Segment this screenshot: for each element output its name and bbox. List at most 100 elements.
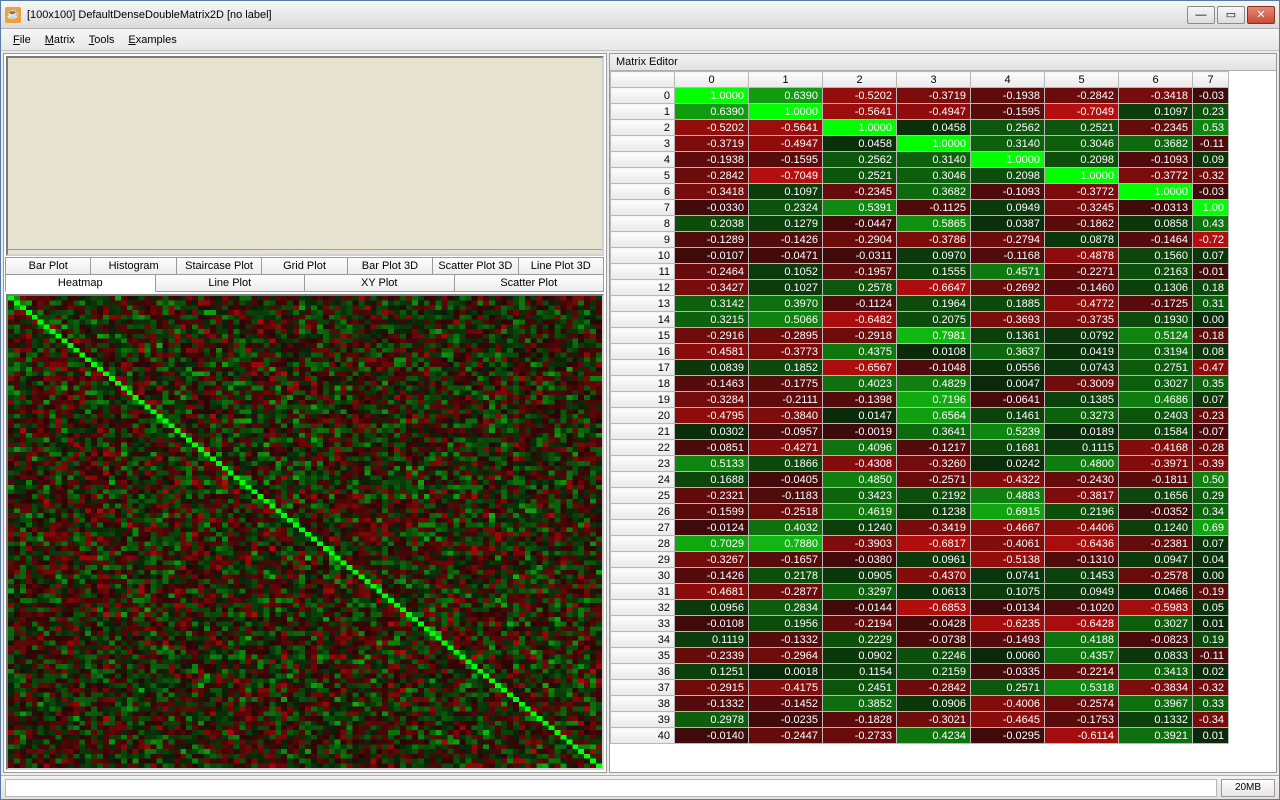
cell[interactable]: 0.53	[1193, 120, 1229, 136]
cell[interactable]: 0.0858	[1119, 216, 1193, 232]
cell[interactable]: -0.3267	[675, 552, 749, 568]
cell[interactable]: 0.1461	[971, 408, 1045, 424]
cell[interactable]: 0.6915	[971, 504, 1045, 520]
tab-heatmap[interactable]: Heatmap	[5, 274, 156, 292]
cell[interactable]: 0.5124	[1119, 328, 1193, 344]
cell[interactable]: 0.3140	[971, 136, 1045, 152]
cell[interactable]: -0.2918	[823, 328, 897, 344]
cell[interactable]: -0.1332	[675, 696, 749, 712]
row-header-31[interactable]: 31	[611, 584, 675, 600]
cell[interactable]: -0.2518	[749, 504, 823, 520]
cell[interactable]: 0.3140	[897, 152, 971, 168]
cell[interactable]: -0.4006	[971, 696, 1045, 712]
cell[interactable]: -0.6436	[1045, 536, 1119, 552]
cell[interactable]: 1.0000	[675, 88, 749, 104]
tab-staircase-plot[interactable]: Staircase Plot	[176, 257, 262, 275]
cell[interactable]: 0.1097	[749, 184, 823, 200]
cell[interactable]: -0.19	[1193, 584, 1229, 600]
cell[interactable]: 0.5865	[897, 216, 971, 232]
cell[interactable]: -0.3419	[897, 520, 971, 536]
cell[interactable]: 0.00	[1193, 312, 1229, 328]
tab-line-plot-3d[interactable]: Line Plot 3D	[518, 257, 604, 275]
cell[interactable]: -0.3773	[749, 344, 823, 360]
cell[interactable]: -0.2447	[749, 728, 823, 744]
col-header-7[interactable]: 7	[1193, 72, 1229, 88]
cell[interactable]: 0.5391	[823, 200, 897, 216]
cell[interactable]: -0.0108	[675, 616, 749, 632]
cell[interactable]: -0.1493	[971, 632, 1045, 648]
cell[interactable]: -0.2692	[971, 280, 1045, 296]
cell[interactable]: -0.3772	[1119, 168, 1193, 184]
cell[interactable]: 0.3637	[971, 344, 1045, 360]
row-header-10[interactable]: 10	[611, 248, 675, 264]
cell[interactable]: -0.39	[1193, 456, 1229, 472]
cell[interactable]: 0.2834	[749, 600, 823, 616]
cell[interactable]: 0.3852	[823, 696, 897, 712]
cell[interactable]: 0.1097	[1119, 104, 1193, 120]
cell[interactable]: -0.1217	[897, 440, 971, 456]
row-header-4[interactable]: 4	[611, 152, 675, 168]
cell[interactable]: -0.3418	[675, 184, 749, 200]
cell[interactable]: -0.07	[1193, 424, 1229, 440]
cell[interactable]: 0.5318	[1045, 680, 1119, 696]
cell[interactable]: 0.1279	[749, 216, 823, 232]
cell[interactable]: 0.0905	[823, 568, 897, 584]
cell[interactable]: -0.1183	[749, 488, 823, 504]
cell[interactable]: 0.1306	[1119, 280, 1193, 296]
row-header-15[interactable]: 15	[611, 328, 675, 344]
cell[interactable]: -0.3817	[1045, 488, 1119, 504]
cell[interactable]: 0.3682	[897, 184, 971, 200]
cell[interactable]: 0.35	[1193, 376, 1229, 392]
cell[interactable]: -0.5641	[749, 120, 823, 136]
cell[interactable]: 0.00	[1193, 568, 1229, 584]
cell[interactable]: -0.1657	[749, 552, 823, 568]
cell[interactable]: -0.0295	[971, 728, 1045, 744]
cell[interactable]: -0.32	[1193, 680, 1229, 696]
col-header-4[interactable]: 4	[971, 72, 1045, 88]
cell[interactable]: 0.69	[1193, 520, 1229, 536]
cell[interactable]: -0.1332	[749, 632, 823, 648]
row-header-11[interactable]: 11	[611, 264, 675, 280]
cell[interactable]: 0.1119	[675, 632, 749, 648]
cell[interactable]: 0.34	[1193, 504, 1229, 520]
cell[interactable]: -0.1310	[1045, 552, 1119, 568]
cell[interactable]: 0.0458	[823, 136, 897, 152]
cell[interactable]: -0.3021	[897, 712, 971, 728]
row-header-2[interactable]: 2	[611, 120, 675, 136]
col-header-0[interactable]: 0	[675, 72, 749, 88]
cell[interactable]: 0.1688	[675, 472, 749, 488]
cell[interactable]: 0.3967	[1119, 696, 1193, 712]
cell[interactable]: -0.0471	[749, 248, 823, 264]
cell[interactable]: 0.1027	[749, 280, 823, 296]
cell[interactable]: 0.4234	[897, 728, 971, 744]
cell[interactable]: -0.1452	[749, 696, 823, 712]
cell[interactable]: 0.09	[1193, 152, 1229, 168]
cell[interactable]: -0.0134	[971, 600, 1045, 616]
cell[interactable]: -0.1426	[749, 232, 823, 248]
cell[interactable]: 1.0000	[1045, 168, 1119, 184]
cell[interactable]: -0.2111	[749, 392, 823, 408]
heatmap-view[interactable]	[6, 294, 604, 770]
cell[interactable]: -0.1599	[675, 504, 749, 520]
cell[interactable]: -0.0235	[749, 712, 823, 728]
cell[interactable]: -0.4322	[971, 472, 1045, 488]
cell[interactable]: -0.0641	[971, 392, 1045, 408]
cell[interactable]: -0.11	[1193, 648, 1229, 664]
col-header-3[interactable]: 3	[897, 72, 971, 88]
col-header-1[interactable]: 1	[749, 72, 823, 88]
cell[interactable]: -0.6817	[897, 536, 971, 552]
cell[interactable]: -0.1426	[675, 568, 749, 584]
row-header-38[interactable]: 38	[611, 696, 675, 712]
cell[interactable]: 0.2562	[823, 152, 897, 168]
cell[interactable]: 0.1656	[1119, 488, 1193, 504]
row-header-18[interactable]: 18	[611, 376, 675, 392]
cell[interactable]: 0.2578	[823, 280, 897, 296]
cell[interactable]: -0.3903	[823, 536, 897, 552]
cell[interactable]: -0.0124	[675, 520, 749, 536]
cell[interactable]: -0.1464	[1119, 232, 1193, 248]
cell[interactable]: -0.01	[1193, 264, 1229, 280]
cell[interactable]: -0.0140	[675, 728, 749, 744]
cell[interactable]: 1.0000	[749, 104, 823, 120]
cell[interactable]: -0.2877	[749, 584, 823, 600]
cell[interactable]: 0.0018	[749, 664, 823, 680]
